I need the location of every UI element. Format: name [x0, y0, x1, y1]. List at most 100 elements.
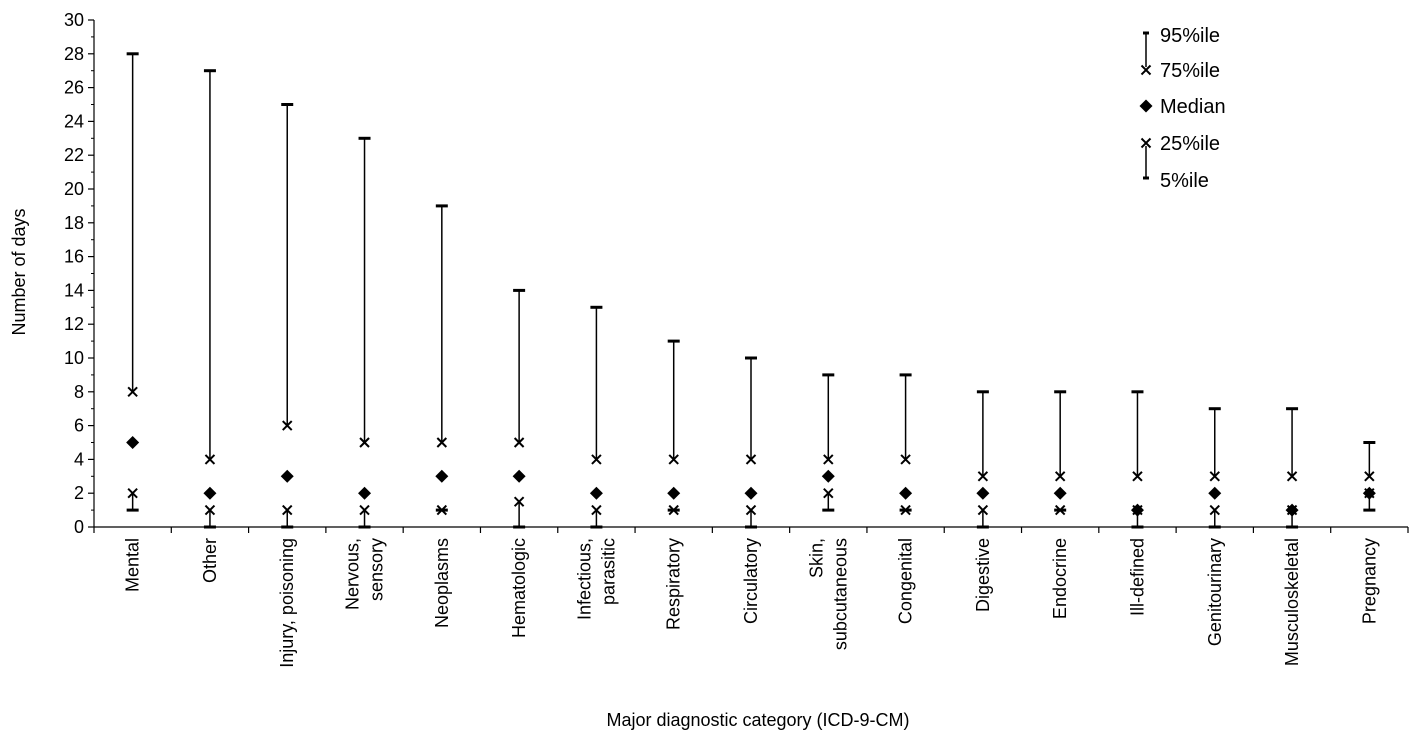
x-axis-title: Major diagnostic category (ICD-9-CM)	[606, 710, 909, 730]
p75-marker	[1209, 471, 1220, 482]
x-tick-label: Ill-defined	[1127, 538, 1147, 616]
legend: 95%ile 75%ile Median 25%ile 5%ile	[1139, 25, 1226, 192]
legend-symbol-p25	[1140, 137, 1152, 149]
x-tick-label-line: sensory	[367, 538, 387, 601]
x-tick-label-line: Endocrine	[1050, 538, 1070, 619]
x-tick-label: Respiratory	[664, 538, 684, 630]
x-tick-label-line: Pregnancy	[1359, 538, 1379, 624]
x-tick-label-line: Mental	[123, 538, 143, 592]
p75-marker	[359, 437, 370, 448]
y-tick-label: 2	[74, 483, 84, 503]
p75-marker	[668, 454, 679, 465]
y-tick-label: 10	[64, 348, 84, 368]
x-tick-label-line: Congenital	[896, 538, 916, 624]
legend-label-p25: 25%ile	[1160, 133, 1220, 155]
p75-marker	[591, 454, 602, 465]
p75-marker	[436, 437, 448, 448]
x-tick-label: Skin, subcutaneous	[806, 538, 850, 650]
p75-marker	[900, 454, 911, 465]
median-marker	[512, 469, 526, 483]
y-tick-label: 16	[64, 247, 84, 267]
y-tick-label: 30	[64, 10, 84, 30]
p25-marker	[900, 504, 911, 516]
median-marker	[280, 469, 294, 483]
p25-marker	[282, 504, 293, 516]
legend-label-p95: 95%ile	[1160, 25, 1220, 47]
p25-marker	[977, 504, 989, 516]
p25-marker	[513, 496, 525, 507]
x-tick-label-line: Injury, poisoning	[277, 538, 297, 668]
median-marker	[203, 486, 217, 500]
p75-marker	[823, 454, 834, 465]
p25-marker	[204, 504, 216, 516]
median-marker	[667, 486, 681, 500]
legend-label-p75: 75%ile	[1160, 60, 1220, 82]
p75-marker	[1132, 471, 1143, 482]
x-tick-label-line: Digestive	[973, 538, 993, 612]
p75-marker	[1054, 471, 1066, 482]
x-tick-label: Pregnancy	[1359, 538, 1379, 624]
percentile-markers	[126, 52, 1376, 529]
median-marker	[976, 486, 990, 500]
median-marker	[435, 469, 449, 483]
p75-marker	[977, 471, 989, 482]
x-tick-label: Congenital	[896, 538, 916, 624]
median-marker	[1285, 503, 1299, 517]
x-tick-label-line: Circulatory	[741, 538, 761, 624]
legend-symbol-p75	[1140, 64, 1152, 76]
x-tick-label: Genitourinary	[1205, 538, 1225, 646]
p25-marker	[1054, 504, 1066, 516]
p75-marker	[282, 420, 293, 431]
x-tick-label: Other	[200, 538, 220, 583]
x-tick-label-line: Hematologic	[509, 538, 529, 638]
x-tick-label-line: Skin,	[806, 538, 826, 578]
y-tick-label: 20	[64, 179, 84, 199]
median-marker	[899, 486, 913, 500]
p75-marker	[127, 386, 138, 398]
legend-symbol-median	[1139, 99, 1153, 113]
x-tick-label: Mental	[123, 538, 143, 592]
p25-marker	[823, 487, 834, 499]
p25-marker	[359, 504, 370, 516]
y-tick-label: 8	[74, 382, 84, 402]
x-axis: Mental Other Injury, poisoning Nervous, sens…	[93, 526, 1409, 668]
x-tick-label-line: parasitic	[598, 538, 618, 605]
p75-marker	[204, 454, 216, 465]
x-tick-label: Infectious, parasitic	[574, 538, 618, 620]
x-tick-label: Neoplasms	[432, 538, 452, 628]
p75-marker	[1286, 471, 1298, 482]
x-tick-label-line: subcutaneous	[830, 538, 850, 650]
legend-label-median: Median	[1160, 96, 1226, 118]
median-marker	[589, 486, 603, 500]
x-tick-label-line: Infectious,	[574, 538, 594, 620]
x-tick-label-line: Genitourinary	[1205, 538, 1225, 646]
y-tick-label: 14	[64, 280, 84, 300]
median-marker	[1130, 503, 1144, 517]
p25-marker	[436, 504, 448, 516]
x-tick-label: Endocrine	[1050, 538, 1070, 619]
y-tick-label: 28	[64, 44, 84, 64]
p25-marker	[591, 504, 602, 516]
percentile-ranges	[131, 53, 1371, 527]
x-tick-label-line: Other	[200, 538, 220, 583]
median-marker	[821, 469, 835, 483]
y-tick-label: 4	[74, 449, 84, 469]
median-marker	[126, 436, 140, 449]
p75-marker	[745, 454, 757, 465]
median-marker	[744, 486, 758, 500]
p75-marker	[513, 437, 525, 448]
y-tick-label: 6	[74, 416, 84, 436]
legend-label-p5: 5%ile	[1160, 170, 1209, 192]
x-tick-label: Injury, poisoning	[277, 538, 297, 668]
y-tick-label: 24	[64, 111, 84, 131]
x-tick-label: Nervous, sensory	[343, 538, 387, 610]
y-tick-label: 0	[74, 517, 84, 537]
y-tick-label: 26	[64, 78, 84, 98]
p25-marker	[668, 504, 679, 516]
median-marker	[1208, 486, 1222, 500]
x-tick-label: Hematologic	[509, 538, 529, 638]
y-tick-label: 12	[64, 314, 84, 334]
y-tick-label: 22	[64, 145, 84, 165]
